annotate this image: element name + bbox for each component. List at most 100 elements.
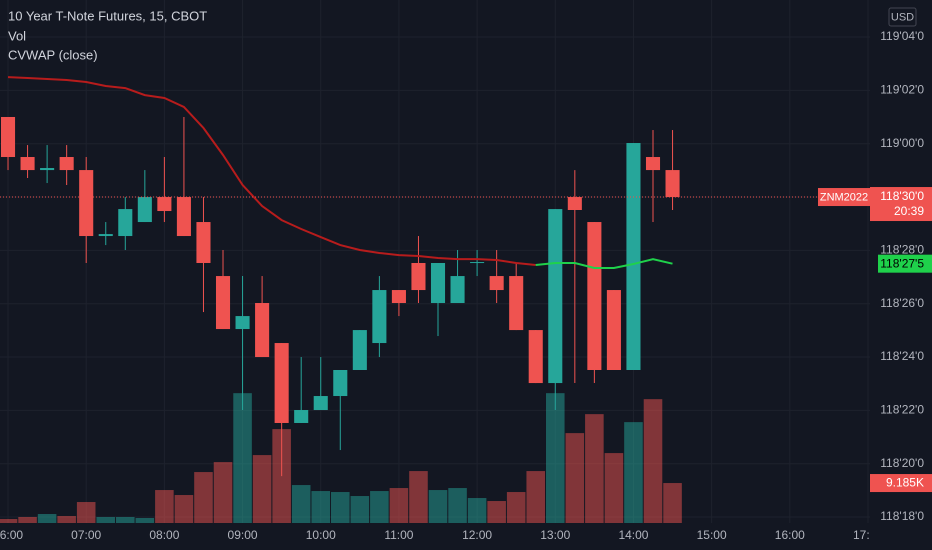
volume-bar: [155, 490, 174, 523]
x-tick-label: 11:00: [384, 528, 413, 542]
candle-body: [157, 197, 172, 212]
volume-tag: [870, 474, 932, 493]
candle-body: [20, 157, 35, 171]
volume-bar: [37, 514, 57, 523]
cvwap-label: 118'27'5: [880, 256, 924, 270]
y-tick-label: 119'02'0: [880, 83, 924, 97]
candle-body: [587, 222, 602, 370]
candle-body: [450, 276, 465, 304]
y-tick-label: 118'28'0: [880, 243, 924, 257]
candle-body: [333, 369, 348, 397]
volume-bar: [389, 488, 409, 523]
candle-body: [98, 234, 113, 237]
symbol-tag: [818, 188, 870, 207]
candle-body: [235, 316, 250, 330]
countdown-label: 20:39: [894, 204, 924, 218]
volume-bar: [57, 516, 76, 523]
cvwap-tag: [878, 254, 932, 273]
volume-bar: [604, 453, 624, 523]
y-tick-label: 118'22'0: [880, 403, 924, 417]
volume-bar: [331, 492, 350, 523]
volume-bar: [409, 471, 428, 523]
chart-title: 10 Year T-Note Futures, 15, CBOT: [8, 8, 207, 23]
x-axis-mask-right: [870, 523, 932, 550]
candle-body: [391, 290, 406, 304]
y-tick-label: 119'04'0: [880, 29, 924, 43]
candle-body: [274, 343, 289, 423]
candle-body: [215, 276, 231, 330]
candle-body: [528, 330, 543, 384]
x-tick-label: 06:00: [0, 528, 23, 542]
volume-bar: [252, 455, 272, 523]
volume-bar: [135, 518, 155, 523]
candle-body: [59, 157, 74, 171]
volume-bar: [624, 422, 643, 523]
candle-body: [645, 157, 661, 171]
axes: 119'04'0 119'02'0 119'00'0 118'30'0 118'28'0…: [0, 29, 932, 550]
candle-body: [372, 290, 387, 344]
volume-bar: [291, 485, 311, 523]
candle-body: [0, 116, 16, 158]
volume-bar: [174, 495, 194, 523]
candle-body: [430, 262, 446, 304]
volume-bar: [370, 491, 389, 523]
symbol-label: ZNM2022: [820, 191, 868, 203]
volume-bar: [194, 472, 213, 523]
candle-body: [352, 330, 367, 370]
cvwap-line: [535, 258, 673, 269]
candle-body: [196, 222, 211, 263]
candle-body: [255, 303, 270, 358]
volume-bar: [448, 488, 467, 523]
volume-bar: [467, 498, 487, 523]
volume-bar: [506, 492, 526, 523]
candle-body: [40, 168, 55, 171]
x-tick-label: 07:00: [71, 528, 101, 542]
candle-body: [626, 143, 641, 370]
candles: [0, 116, 680, 477]
candle-body: [118, 209, 133, 237]
indicator-label: CVWAP (close): [8, 47, 98, 62]
candle-body: [176, 197, 191, 237]
candle-body: [79, 170, 94, 237]
last-price-label: 118'30'0: [880, 189, 924, 203]
candle-body: [509, 276, 524, 331]
candle-body: [313, 396, 328, 411]
volume-bar: [76, 502, 96, 523]
x-tick-label: 12:00: [462, 528, 492, 542]
y-tick-label: 118'18'0: [880, 509, 924, 523]
volume-bar: [0, 519, 18, 523]
volume-bar: [585, 414, 604, 523]
y-tick-label: 118'26'0: [880, 296, 924, 310]
volume-bar: [428, 490, 448, 523]
x-tick-label: 14:00: [618, 528, 648, 542]
candle-body: [548, 209, 563, 384]
volume-bar: [18, 517, 37, 523]
volume-bar: [213, 462, 233, 523]
volume-pane: [0, 393, 682, 523]
candle-body: [489, 276, 504, 291]
y-tick-label: 119'00'0: [880, 136, 924, 150]
volume-bar: [116, 517, 135, 523]
candle-body: [411, 262, 426, 291]
candle-body: [567, 197, 582, 211]
candle-body: [665, 170, 680, 198]
volume-bar: [487, 501, 506, 523]
candle-body: [137, 197, 152, 223]
volume-bar: [545, 393, 565, 523]
volume-bar: [663, 483, 682, 523]
currency[interactable]: USD: [891, 11, 914, 23]
last-price-tag: [870, 187, 932, 222]
x-tick-label: 08:00: [149, 528, 179, 542]
volume-bar: [526, 471, 546, 523]
y-tick-label: 118'24'0: [880, 349, 924, 363]
volume-bar: [96, 517, 116, 523]
x-tick-label: 15:00: [697, 528, 727, 542]
volume-label: 9.185K: [886, 476, 924, 490]
x-tick-label: 13:00: [540, 528, 570, 542]
candle-body: [606, 290, 621, 370]
currency-box[interactable]: [888, 7, 917, 27]
volume-bar: [565, 433, 585, 523]
